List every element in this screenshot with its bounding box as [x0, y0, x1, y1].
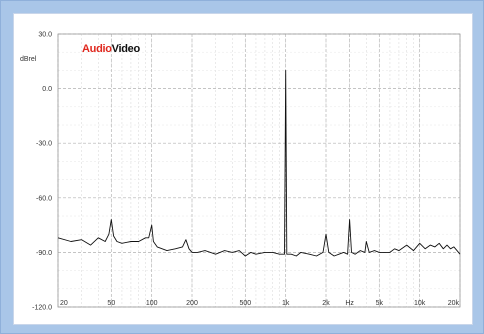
x-tick-label: 5k: [376, 300, 384, 307]
audiovideo-logo: AudioVideo: [82, 43, 141, 55]
logo-audio: Audio: [82, 43, 112, 55]
y-tick-label: 0.0: [42, 86, 52, 93]
y-tick-label: 30.0: [38, 32, 52, 39]
y-tick-label: -120.0: [32, 305, 52, 312]
logo-video: Video: [112, 43, 141, 55]
x-tick-label: 200: [186, 300, 198, 307]
x-tick-label: 2k: [322, 300, 330, 307]
x-tick-labels: 20 50 100 200 500 1k 2k Hz 5k 10k 20k: [60, 300, 459, 307]
x-tick-label: 20k: [448, 300, 460, 307]
y-tick-labels: 30.0 0.0 -30.0 -60.0 -90.0 -120.0: [32, 32, 52, 312]
x-tick-label: 20: [60, 300, 68, 307]
series-layer: [57, 69, 461, 257]
major-gridlines: [57, 33, 461, 308]
minor-gridlines: [58, 34, 460, 307]
x-tick-label: 500: [239, 300, 251, 307]
x-tick-label: 10k: [414, 300, 426, 307]
y-axis-unit-label: dBrel: [20, 56, 37, 63]
plot-border: [57, 33, 461, 308]
x-tick-label: Hz: [345, 300, 354, 307]
y-tick-label: -90.0: [36, 250, 52, 257]
y-tick-label: -60.0: [36, 195, 52, 202]
x-tick-label: 100: [146, 300, 158, 307]
spectrum-line: [57, 69, 461, 257]
chart-panel: 30.0 0.0 -30.0 -60.0 -90.0 -120.0 20 50 100 200 5…: [13, 13, 473, 325]
y-tick-label: -30.0: [36, 141, 52, 148]
spectrum-chart: 30.0 0.0 -30.0 -60.0 -90.0 -120.0 20 50 100 200 5…: [20, 32, 461, 312]
x-tick-label: 1k: [282, 300, 290, 307]
x-tick-label: 50: [107, 300, 115, 307]
